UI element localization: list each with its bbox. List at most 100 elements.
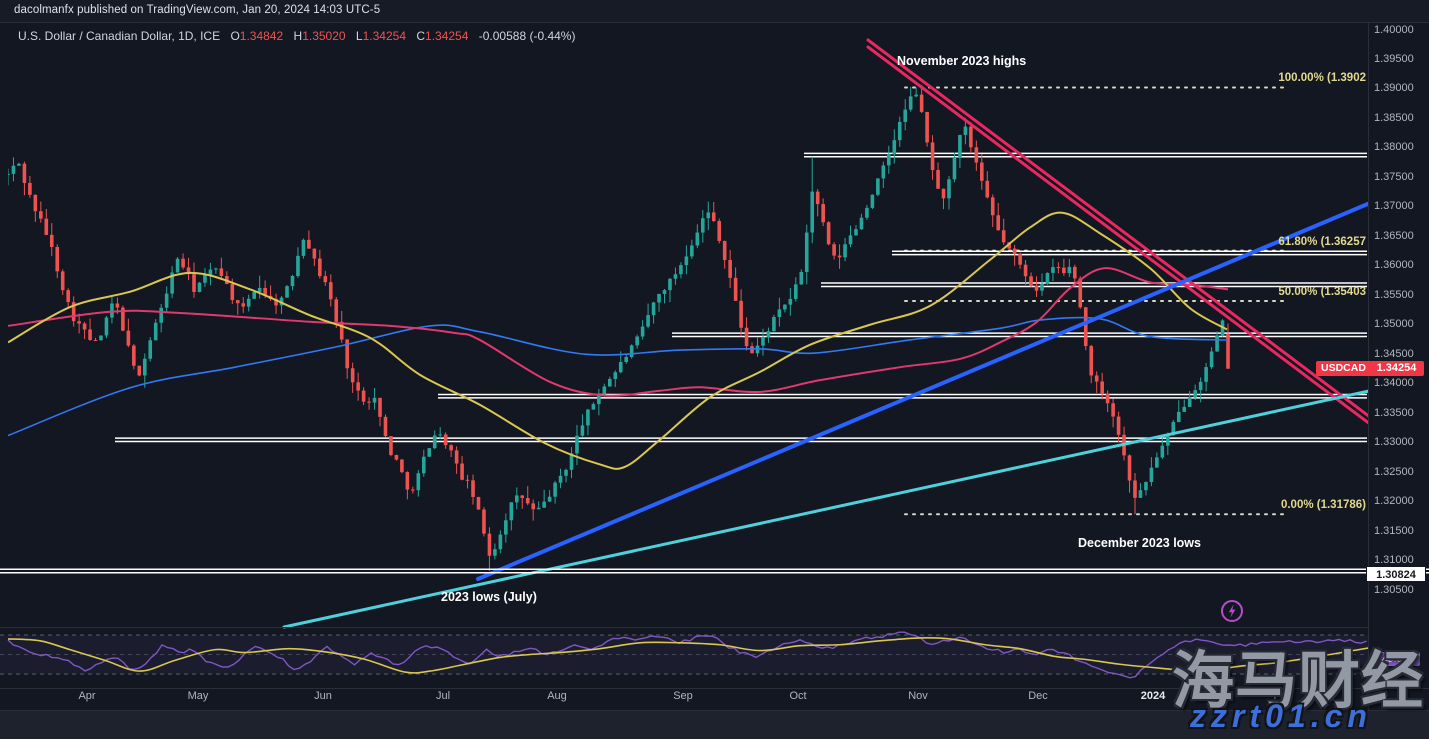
candle-body — [602, 386, 607, 395]
candle-body — [312, 248, 317, 259]
candle-body — [372, 397, 377, 403]
candle-body — [728, 259, 732, 278]
ma-yellow-line[interactable] — [8, 211, 1228, 470]
ma-pink-line[interactable] — [8, 267, 1229, 397]
candle-body — [531, 503, 536, 510]
candle-body — [673, 274, 678, 279]
fib-label: 61.80% (1.36257 — [1278, 235, 1366, 248]
candle-body — [99, 335, 103, 341]
candle-body — [1155, 457, 1159, 468]
close-value: 1.34254 — [425, 29, 469, 43]
candle-body — [241, 303, 246, 307]
candle-body — [618, 362, 623, 373]
price-tick: 1.39000 — [1374, 82, 1414, 95]
candle-body — [186, 267, 191, 275]
candle-body — [722, 240, 727, 260]
flash-button[interactable] — [1219, 598, 1245, 624]
candle-body — [640, 326, 645, 337]
candle-body — [148, 340, 153, 359]
bear-channel-upper-line[interactable] — [866, 38, 1378, 423]
candle-body — [542, 501, 546, 508]
longterm-trendline[interactable] — [282, 389, 1378, 629]
candle-body — [110, 303, 114, 318]
footer-bar: TradingView — [0, 710, 1429, 739]
candle-body — [246, 298, 251, 307]
price-tick: 1.38000 — [1374, 141, 1414, 154]
fib-label: 50.00% (1.35403 — [1278, 285, 1366, 298]
candle-body — [1023, 264, 1028, 277]
ma-blue-line[interactable] — [8, 316, 1229, 437]
candle-body — [575, 435, 579, 454]
candle-body — [794, 284, 798, 299]
symbol-title: U.S. Dollar / Canadian Dollar, 1D, ICE — [18, 29, 221, 43]
price-tick: 1.31500 — [1374, 524, 1414, 537]
candle-body — [328, 282, 333, 300]
candle-body — [17, 163, 21, 166]
candle-body — [624, 356, 629, 363]
candle-body — [651, 302, 656, 316]
candle-body — [361, 390, 366, 402]
candle-body — [55, 246, 60, 272]
candle-body — [597, 394, 601, 405]
price-tick: 1.32000 — [1374, 495, 1414, 508]
price-tick: 1.35500 — [1374, 288, 1414, 301]
candle-body — [137, 365, 142, 376]
candle-body — [427, 448, 432, 457]
fib-label: 100.00% (1.3902 — [1278, 72, 1366, 85]
candle-body — [679, 265, 683, 275]
time-tick-sep: Sep — [673, 690, 693, 702]
pane-separator[interactable] — [0, 627, 1368, 628]
candle-body — [914, 94, 918, 97]
watermark-url: zzrt01.cn — [1190, 698, 1372, 734]
candle-body — [1029, 276, 1033, 286]
candle-body — [919, 94, 924, 112]
symbol-legend[interactable]: U.S. Dollar / Canadian Dollar, 1D, ICE O… — [18, 29, 575, 43]
candle-body — [334, 299, 339, 322]
candle-body — [903, 109, 908, 122]
candle-body — [1116, 416, 1121, 435]
candle-body — [323, 276, 328, 283]
candle-body — [1204, 367, 1208, 382]
rsi-pane[interactable] — [7, 631, 1370, 679]
candle-body — [164, 293, 169, 308]
price-tick: 1.40000 — [1374, 23, 1414, 36]
candle-body — [504, 520, 508, 535]
candle-body — [214, 268, 218, 270]
candle-body — [897, 121, 902, 141]
candle-body — [657, 293, 661, 303]
candle-body — [104, 317, 109, 336]
bear-channel-lower-line[interactable] — [866, 45, 1378, 430]
price-tick: 1.36500 — [1374, 229, 1414, 242]
candle-body — [564, 469, 568, 476]
candle-body — [405, 472, 410, 490]
support-trendline[interactable] — [476, 201, 1370, 581]
candle-body — [700, 218, 705, 233]
candle-body — [318, 258, 322, 277]
candle-body — [394, 455, 399, 460]
candle-body — [49, 234, 54, 247]
candle-body — [465, 479, 470, 481]
time-tick-jun: Jun — [314, 690, 332, 702]
candle-body — [936, 170, 940, 189]
price-tick: 1.30500 — [1374, 583, 1414, 596]
candle-body — [1105, 393, 1110, 404]
candle-body — [493, 549, 497, 556]
rsi-line[interactable] — [7, 631, 1367, 679]
candle-body — [252, 292, 256, 299]
candle-body — [1040, 283, 1044, 291]
price-pane[interactable] — [6, 38, 1378, 629]
candle-body — [750, 346, 754, 354]
candle-body — [208, 269, 213, 276]
candle-body — [476, 497, 481, 510]
price-tick: 1.32500 — [1374, 465, 1414, 478]
candle-body — [432, 435, 437, 449]
candle-body — [460, 463, 464, 480]
candle-body — [963, 126, 968, 135]
candle-body — [629, 345, 634, 357]
candle-body — [591, 404, 596, 410]
candle-body — [985, 180, 990, 198]
rsi-ma-line[interactable] — [7, 636, 1370, 674]
candle-body — [969, 126, 973, 148]
candle-body — [788, 298, 793, 305]
